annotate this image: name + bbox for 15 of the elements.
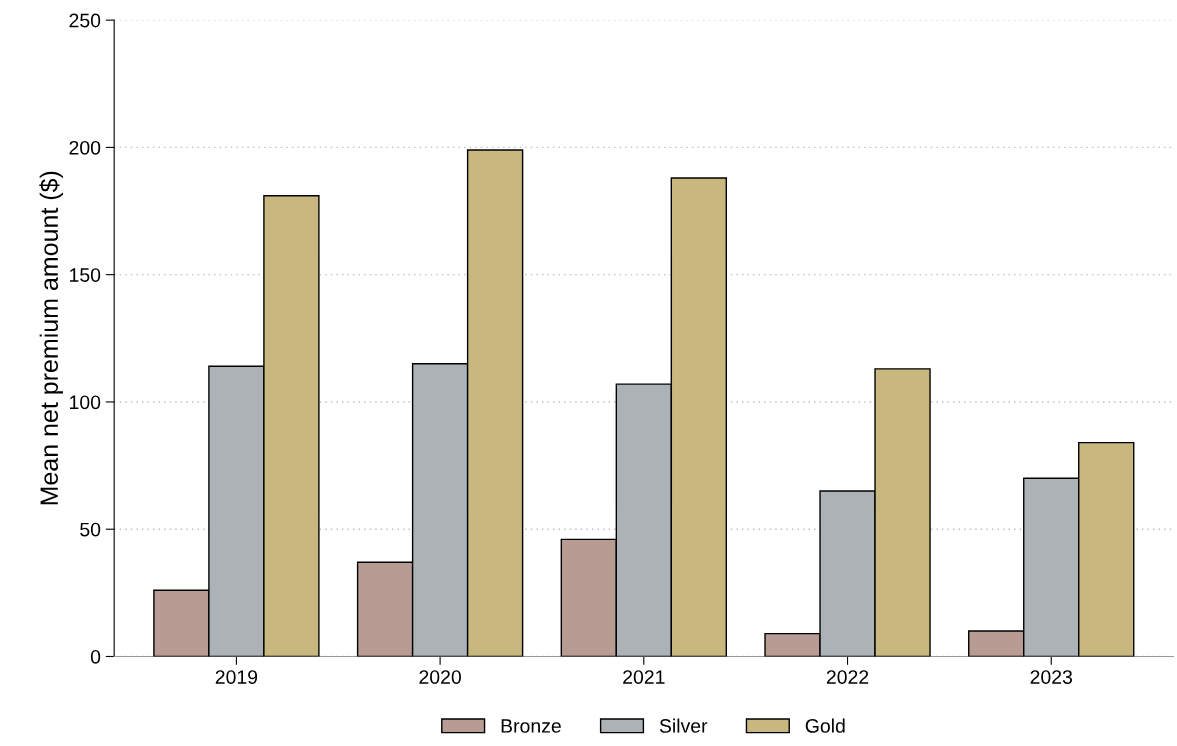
legend-label: Gold xyxy=(805,718,845,733)
x-tick-label: 2023 xyxy=(1030,670,1073,684)
x-tick-label: 2020 xyxy=(419,670,461,684)
y-axis-title: Mean net premium amount ($) xyxy=(39,171,63,505)
x-tick-label: 2021 xyxy=(623,670,665,684)
legend-label: Silver xyxy=(659,718,708,733)
legend-label: Bronze xyxy=(501,719,561,733)
x-tick-label: 2022 xyxy=(826,670,869,684)
y-tick-label: 100 xyxy=(70,395,101,410)
y-tick-label: 0 xyxy=(90,649,101,664)
y-tick-label: 250 xyxy=(69,13,101,28)
y-tick-label: 150 xyxy=(70,268,101,282)
y-tick-label: 50 xyxy=(80,522,101,537)
x-tick-label: 2019 xyxy=(215,670,258,684)
y-tick-label: 200 xyxy=(69,140,101,155)
